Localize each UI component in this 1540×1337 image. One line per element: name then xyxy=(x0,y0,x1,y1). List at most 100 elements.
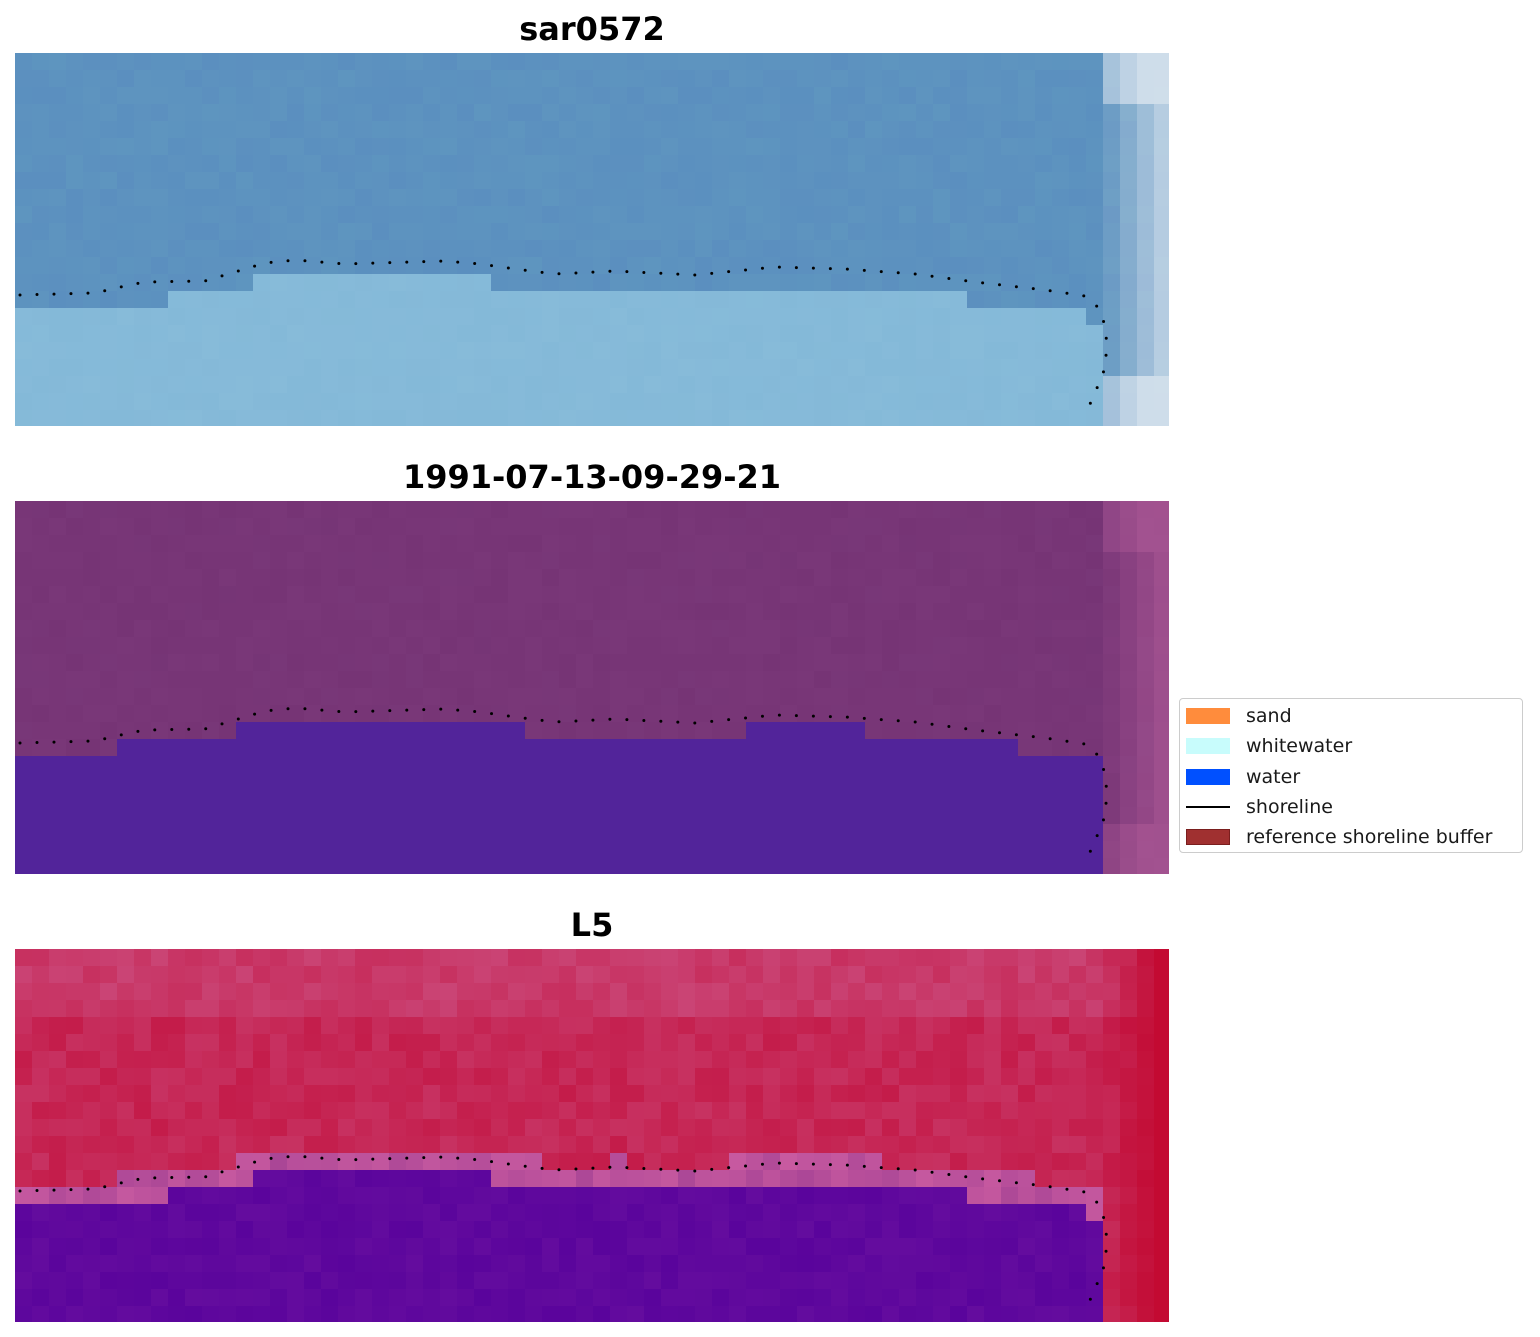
shoreline-dot xyxy=(964,727,968,731)
shoreline-dot xyxy=(269,260,273,264)
shoreline-dot xyxy=(693,1169,697,1173)
shoreline-dot xyxy=(930,274,934,278)
shoreline-dot xyxy=(303,707,307,711)
shoreline-dot xyxy=(52,1188,56,1192)
shoreline-dot xyxy=(1101,370,1105,374)
shoreline-dot xyxy=(693,721,697,725)
shoreline-dot xyxy=(236,269,240,273)
shoreline-dot xyxy=(523,1164,527,1168)
panel-title-sar: sar0572 xyxy=(519,10,665,48)
shoreline-dot xyxy=(1031,287,1035,291)
shoreline-dot xyxy=(69,1188,73,1192)
shoreline-dots xyxy=(18,707,1108,853)
shoreline-dot xyxy=(269,1156,273,1160)
shoreline-dot xyxy=(1031,735,1035,739)
legend-item-shoreline: shoreline xyxy=(1186,795,1522,821)
water-swatch xyxy=(1186,769,1230,785)
shoreline-dot xyxy=(303,259,307,263)
shoreline-dot xyxy=(170,280,174,284)
shoreline-dot xyxy=(1082,294,1086,298)
shoreline-dot xyxy=(659,271,663,275)
shoreline-dot xyxy=(862,716,866,720)
shoreline-dot xyxy=(574,1167,578,1171)
shoreline-dot xyxy=(862,1164,866,1168)
shoreline-dot xyxy=(1031,1183,1035,1187)
shoreline-dot xyxy=(574,719,578,723)
shoreline-dot xyxy=(119,733,123,737)
shoreline-dot xyxy=(286,707,290,711)
shoreline-dot xyxy=(591,718,595,722)
legend-item-sand: sand xyxy=(1186,704,1522,730)
shoreline-dot xyxy=(998,1179,1002,1183)
shoreline-dot xyxy=(236,717,240,721)
shoreline-dot xyxy=(845,1163,849,1167)
shoreline-dot xyxy=(896,271,900,275)
shoreline-dot xyxy=(170,728,174,732)
shoreline-dot xyxy=(153,728,157,732)
shoreline-dot xyxy=(1101,1266,1105,1270)
classified-image xyxy=(15,501,1169,874)
shoreline-dot xyxy=(422,1156,426,1160)
legend: sand whitewater water shoreline referenc… xyxy=(1179,698,1523,853)
shoreline-dot xyxy=(1048,737,1052,741)
shoreline-dot xyxy=(204,727,208,731)
panel-title-l5: L5 xyxy=(570,906,614,944)
shoreline-dot xyxy=(153,1176,157,1180)
shoreline-dot xyxy=(354,710,358,714)
shoreline-dot xyxy=(320,708,324,712)
shoreline-dot xyxy=(811,266,815,270)
shoreline-swatch xyxy=(1186,806,1230,808)
panel-title-date: 1991-07-13-09-29-21 xyxy=(402,458,782,496)
shoreline-dot xyxy=(1048,1185,1052,1189)
classified-image-panel xyxy=(15,501,1169,874)
shoreline-dot xyxy=(220,722,224,726)
shoreline-dot xyxy=(456,1156,460,1160)
shoreline-dot xyxy=(473,710,477,714)
shoreline-dot xyxy=(1082,742,1086,746)
shoreline-dot xyxy=(1101,818,1105,822)
shoreline-dot xyxy=(591,1166,595,1170)
shoreline-dot xyxy=(422,260,426,264)
shoreline-dots xyxy=(18,259,1108,405)
shoreline-dot xyxy=(1095,1282,1099,1286)
shoreline-dot xyxy=(998,731,1002,735)
shoreline-dot xyxy=(456,260,460,264)
shoreline-dot xyxy=(1065,1187,1069,1191)
shoreline-dot xyxy=(405,260,409,264)
shoreline-dot xyxy=(896,719,900,723)
shoreline-dot xyxy=(777,265,781,269)
shoreline-dot xyxy=(490,264,494,268)
shoreline-dot xyxy=(642,1166,646,1170)
shoreline-dot xyxy=(1102,768,1106,772)
shoreline-dot xyxy=(506,266,510,270)
shoreline-dot xyxy=(69,740,73,744)
shoreline-dot xyxy=(35,293,39,297)
shoreline-dot xyxy=(1104,336,1108,340)
shoreline-dot xyxy=(103,737,107,741)
shoreline-dot xyxy=(1104,801,1108,805)
shoreline-dot xyxy=(591,270,595,274)
shoreline-dot xyxy=(794,714,798,718)
shoreline-dot xyxy=(1104,1249,1108,1253)
shoreline-dot xyxy=(659,719,663,723)
shoreline-dot xyxy=(710,1167,714,1171)
shoreline-dot xyxy=(220,1170,224,1174)
shoreline-dot xyxy=(490,1160,494,1164)
shoreline-dot xyxy=(18,293,22,297)
shoreline-dot xyxy=(828,715,832,719)
shoreline-dot xyxy=(388,709,392,713)
shoreline-dot xyxy=(253,1160,257,1164)
shoreline-dot xyxy=(236,1165,240,1169)
shoreline-dot xyxy=(1095,834,1099,838)
shoreline-dot xyxy=(777,1161,781,1165)
shoreline-dot xyxy=(1102,320,1106,324)
shoreline-dot xyxy=(913,1168,917,1172)
shoreline-dot xyxy=(388,1157,392,1161)
shoreline-dot xyxy=(540,718,544,722)
shoreline-dot xyxy=(981,281,985,285)
shoreline-dot xyxy=(103,1185,107,1189)
shoreline-dot xyxy=(727,1166,731,1170)
sar-image-panel xyxy=(15,53,1169,426)
shoreline-dot xyxy=(540,1166,544,1170)
shoreline-dot xyxy=(625,1166,629,1170)
